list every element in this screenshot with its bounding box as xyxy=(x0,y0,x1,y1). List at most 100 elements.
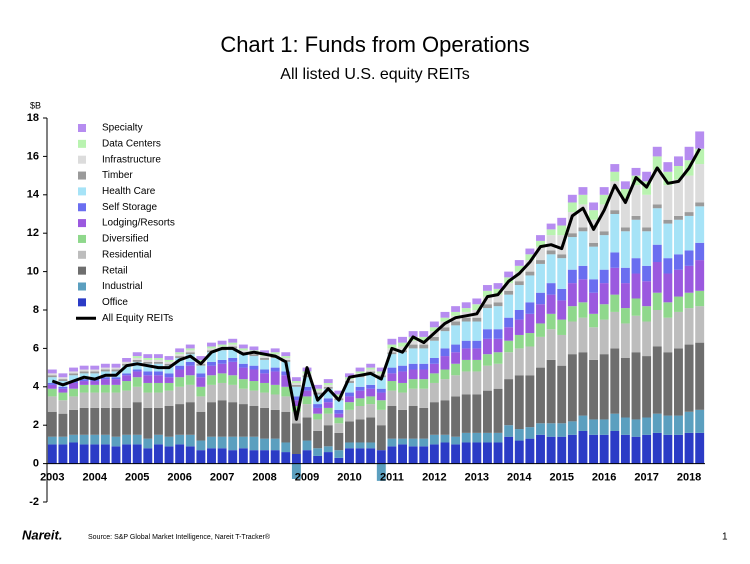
bar-segment xyxy=(58,379,68,382)
bar-segment xyxy=(376,367,386,372)
bar-segment xyxy=(398,392,407,410)
bar-segment xyxy=(132,434,142,445)
bar-segment xyxy=(440,369,450,380)
bar-segment xyxy=(111,446,121,464)
bar-segment xyxy=(493,432,503,443)
bar-segment xyxy=(620,358,630,418)
bar-segment xyxy=(100,444,110,464)
bar-segment xyxy=(674,269,683,297)
x-tick-label: 2006 xyxy=(167,472,191,484)
bar-segment xyxy=(249,356,259,366)
bar-segment xyxy=(281,358,291,360)
bar-segment xyxy=(122,361,132,364)
y-axis-unit: $B xyxy=(30,100,41,110)
bar-segment xyxy=(69,396,78,410)
bar-segment xyxy=(185,361,195,366)
bar-segment xyxy=(323,382,333,385)
bar-segment xyxy=(567,434,577,464)
bar-segment xyxy=(536,240,545,247)
bar-segment xyxy=(387,390,397,406)
x-tick-label: 2011 xyxy=(380,472,404,484)
bar-segment xyxy=(100,434,110,445)
y-tick-label: -2 xyxy=(29,496,39,508)
bar-segment xyxy=(175,444,185,464)
bar-segment xyxy=(610,214,620,253)
bar-segment xyxy=(164,365,174,374)
bar-segment xyxy=(185,352,195,355)
bar-segment xyxy=(652,432,662,464)
bar-segment xyxy=(249,369,259,382)
bar-segment xyxy=(493,306,503,330)
bar-segment xyxy=(652,156,662,170)
bar-segment xyxy=(175,358,185,366)
bar-segment xyxy=(663,223,673,259)
bar-segment xyxy=(47,436,57,445)
bar-segment xyxy=(525,254,535,261)
bar-segment xyxy=(578,187,588,195)
bar-segment xyxy=(684,250,694,266)
bar-segment xyxy=(302,386,312,391)
bar-segment xyxy=(90,392,100,408)
bar-segment xyxy=(504,340,514,353)
bar-segment xyxy=(610,311,620,349)
bar-segment xyxy=(153,371,163,376)
bar-segment xyxy=(536,260,545,264)
bar-segment xyxy=(620,181,630,190)
bar-segment xyxy=(132,356,142,358)
bar-segment xyxy=(281,396,291,412)
bar-segment xyxy=(334,390,344,395)
bar-segment xyxy=(631,167,641,176)
bar-segment xyxy=(291,406,301,412)
bar-segment xyxy=(302,375,312,378)
bar-segment xyxy=(419,446,429,464)
bar-segment xyxy=(345,381,354,383)
bar-segment xyxy=(313,407,323,414)
bar-segment xyxy=(207,384,216,403)
bar-segment xyxy=(599,204,609,232)
bar-segment xyxy=(100,392,110,408)
bar-segment xyxy=(578,415,588,431)
bar-segment xyxy=(207,448,216,464)
bar-segment xyxy=(196,386,206,397)
bar-segment xyxy=(228,361,238,376)
bar-segment xyxy=(620,267,630,284)
bar-segment xyxy=(111,379,121,385)
bar-segment xyxy=(217,436,227,449)
bar-segment xyxy=(567,233,577,238)
bar-segment xyxy=(695,242,705,261)
bar-segment xyxy=(228,402,238,437)
bar-segment xyxy=(429,321,439,328)
bar-segment xyxy=(249,436,259,451)
bar-segment xyxy=(546,329,556,360)
bar-segment xyxy=(642,417,652,435)
bar-segment xyxy=(153,359,163,362)
bar-segment xyxy=(69,442,78,464)
bar-segment xyxy=(345,392,354,397)
bar-segment xyxy=(366,448,376,464)
bar-segment xyxy=(217,359,227,364)
bar-segment xyxy=(652,413,662,433)
bar-segment xyxy=(578,430,588,464)
bar-segment xyxy=(557,423,567,437)
bar-segment xyxy=(461,302,471,309)
bar-segment xyxy=(504,317,514,328)
bar-segment xyxy=(122,358,132,362)
bar-segment xyxy=(196,411,206,441)
bar-segment xyxy=(451,352,461,364)
bar-segment xyxy=(557,436,567,464)
bar-segment xyxy=(313,419,323,431)
bar-segment xyxy=(143,392,153,408)
bar-segment xyxy=(695,432,705,464)
bar-segment xyxy=(440,327,450,332)
bar-segment xyxy=(132,359,142,362)
bar-segment xyxy=(482,365,492,391)
bar-segment xyxy=(525,375,535,428)
bar-segment xyxy=(387,446,397,464)
chart-title: Chart 1: Funds from Operations xyxy=(220,32,529,57)
bar-segment xyxy=(493,352,503,364)
bar-segment xyxy=(493,388,503,433)
bar-segment xyxy=(514,310,524,320)
bar-segment xyxy=(143,361,153,364)
bar-segment xyxy=(631,352,641,420)
bar-segment xyxy=(132,361,142,370)
